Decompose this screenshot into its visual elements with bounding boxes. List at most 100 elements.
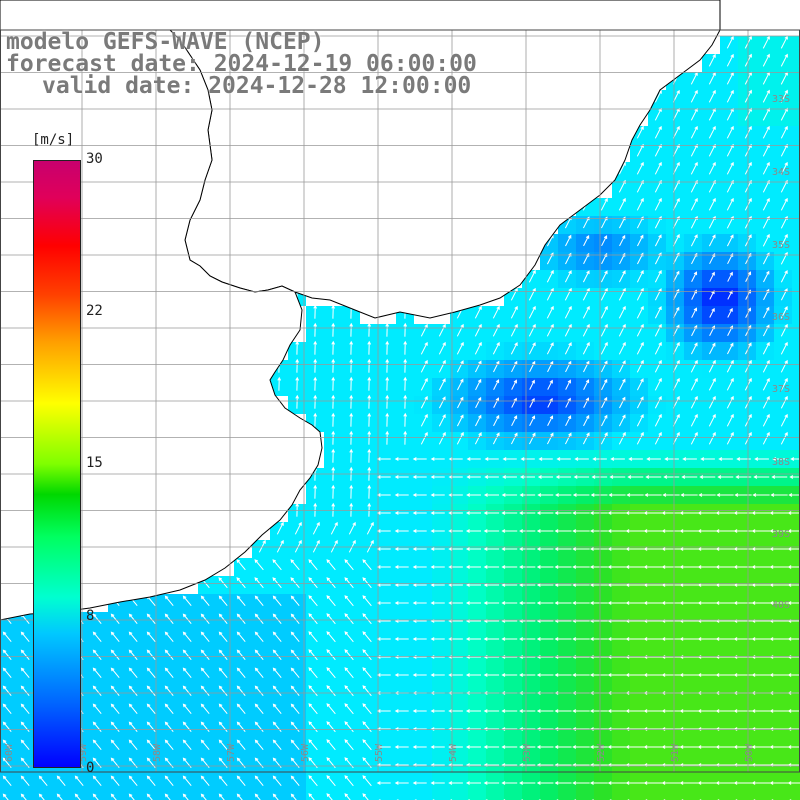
wind-arrow [572, 673, 590, 677]
wind-arrow [699, 475, 716, 479]
wind-arrow [654, 125, 662, 139]
wind-arrow [218, 631, 228, 643]
wind-arrow [308, 577, 318, 589]
wind-cell [738, 792, 756, 800]
wind-cell [342, 792, 360, 800]
wind-arrow [546, 342, 554, 355]
wind-arrow [128, 703, 138, 715]
wind-arrow [718, 457, 733, 461]
wind-arrow [330, 521, 338, 535]
wind-arrow [643, 781, 662, 785]
wind-arrow [56, 775, 66, 787]
wind-arrow [466, 475, 481, 479]
wind-arrow [564, 432, 572, 445]
wind-arrow [366, 539, 374, 553]
wind-arrow [643, 709, 662, 713]
wind-arrow [290, 631, 300, 643]
wind-arrow [554, 601, 572, 605]
wind-arrow [412, 511, 427, 515]
wind-cell [90, 792, 108, 800]
wind-arrow [20, 703, 30, 715]
wind-arrow [601, 235, 608, 247]
wind-arrow [715, 745, 734, 749]
wind-arrow [457, 378, 464, 391]
wind-arrow [661, 637, 680, 641]
wind-arrow [662, 493, 680, 497]
lon-label: 57W [226, 743, 237, 762]
wind-arrow [753, 475, 770, 479]
wind-arrow [607, 709, 626, 713]
wind-arrow [708, 359, 716, 373]
wind-arrow [20, 739, 30, 751]
wind-arrow [690, 359, 698, 373]
wind-arrow [290, 793, 297, 800]
wind-cell [54, 792, 72, 800]
wind-arrow [501, 781, 518, 785]
grid-labels: 33S 34S 35S 36S 37S 38S 39S 40S 60W 59W 58W 57W 56W 5… [4, 94, 790, 762]
wind-arrow [589, 547, 608, 551]
wind-arrow [448, 655, 463, 659]
wind-arrow [412, 655, 427, 659]
wind-arrow [600, 432, 608, 445]
wind-arrow [572, 601, 590, 605]
wind-arrow [547, 379, 553, 390]
wind-arrow [501, 565, 518, 569]
wind-arrow [128, 649, 138, 661]
wind-arrow [679, 709, 698, 713]
wind-arrow [519, 727, 536, 731]
wind-arrow [733, 673, 752, 677]
wind-arrow [448, 547, 463, 551]
wind-arrow [554, 745, 572, 749]
wind-arrow [308, 613, 318, 625]
wind-arrow [727, 271, 733, 282]
wind-arrow [326, 595, 336, 607]
wind-arrow [564, 342, 572, 355]
wind-arrow [272, 595, 282, 607]
wind-arrow [733, 529, 752, 533]
wind-arrow [572, 781, 590, 785]
wind-arrow [610, 457, 625, 461]
wind-arrow [394, 673, 409, 677]
wind-arrow [733, 709, 752, 713]
wind-arrow [465, 601, 482, 605]
wind-arrow [787, 601, 800, 605]
wind-arrow [589, 727, 608, 731]
wind-arrow [625, 655, 644, 659]
wind-arrow [501, 493, 518, 497]
wind-arrow [536, 745, 554, 749]
wind-arrow [697, 727, 716, 731]
wind-arrow [619, 234, 626, 247]
wind-arrow [618, 197, 626, 211]
wind-arrow [726, 413, 734, 427]
wind-cell [792, 306, 800, 324]
wind-arrow [618, 323, 626, 337]
wind-arrow [751, 655, 770, 659]
wind-arrow [789, 475, 800, 479]
wind-arrow [780, 53, 788, 67]
wind-arrow [726, 53, 734, 67]
wind-arrow [313, 394, 318, 409]
wind-cell [792, 360, 800, 378]
wind-arrow [362, 703, 372, 715]
wind-arrow [661, 583, 680, 587]
wind-arrow [236, 775, 246, 787]
wind-arrow [769, 601, 788, 605]
wind-arrow [501, 601, 518, 605]
wind-arrow [218, 703, 228, 715]
wind-arrow [589, 601, 608, 605]
wind-arrow [680, 493, 698, 497]
wind-arrow [164, 667, 174, 679]
wind-arrow [438, 341, 446, 355]
wind-arrow [326, 613, 336, 625]
wind-cell [306, 792, 324, 800]
forecast-date: forecast date: 2024-12-19 06:00:00 [6, 51, 477, 77]
wind-arrow [769, 781, 788, 785]
wind-cell [432, 792, 450, 800]
wind-arrow [20, 667, 30, 679]
wind-arrow [448, 745, 463, 749]
wind-arrow [182, 595, 192, 607]
wind-arrow [751, 781, 770, 785]
wind-arrow [787, 727, 800, 731]
wind-arrow [456, 341, 464, 355]
wind-arrow [679, 601, 698, 605]
